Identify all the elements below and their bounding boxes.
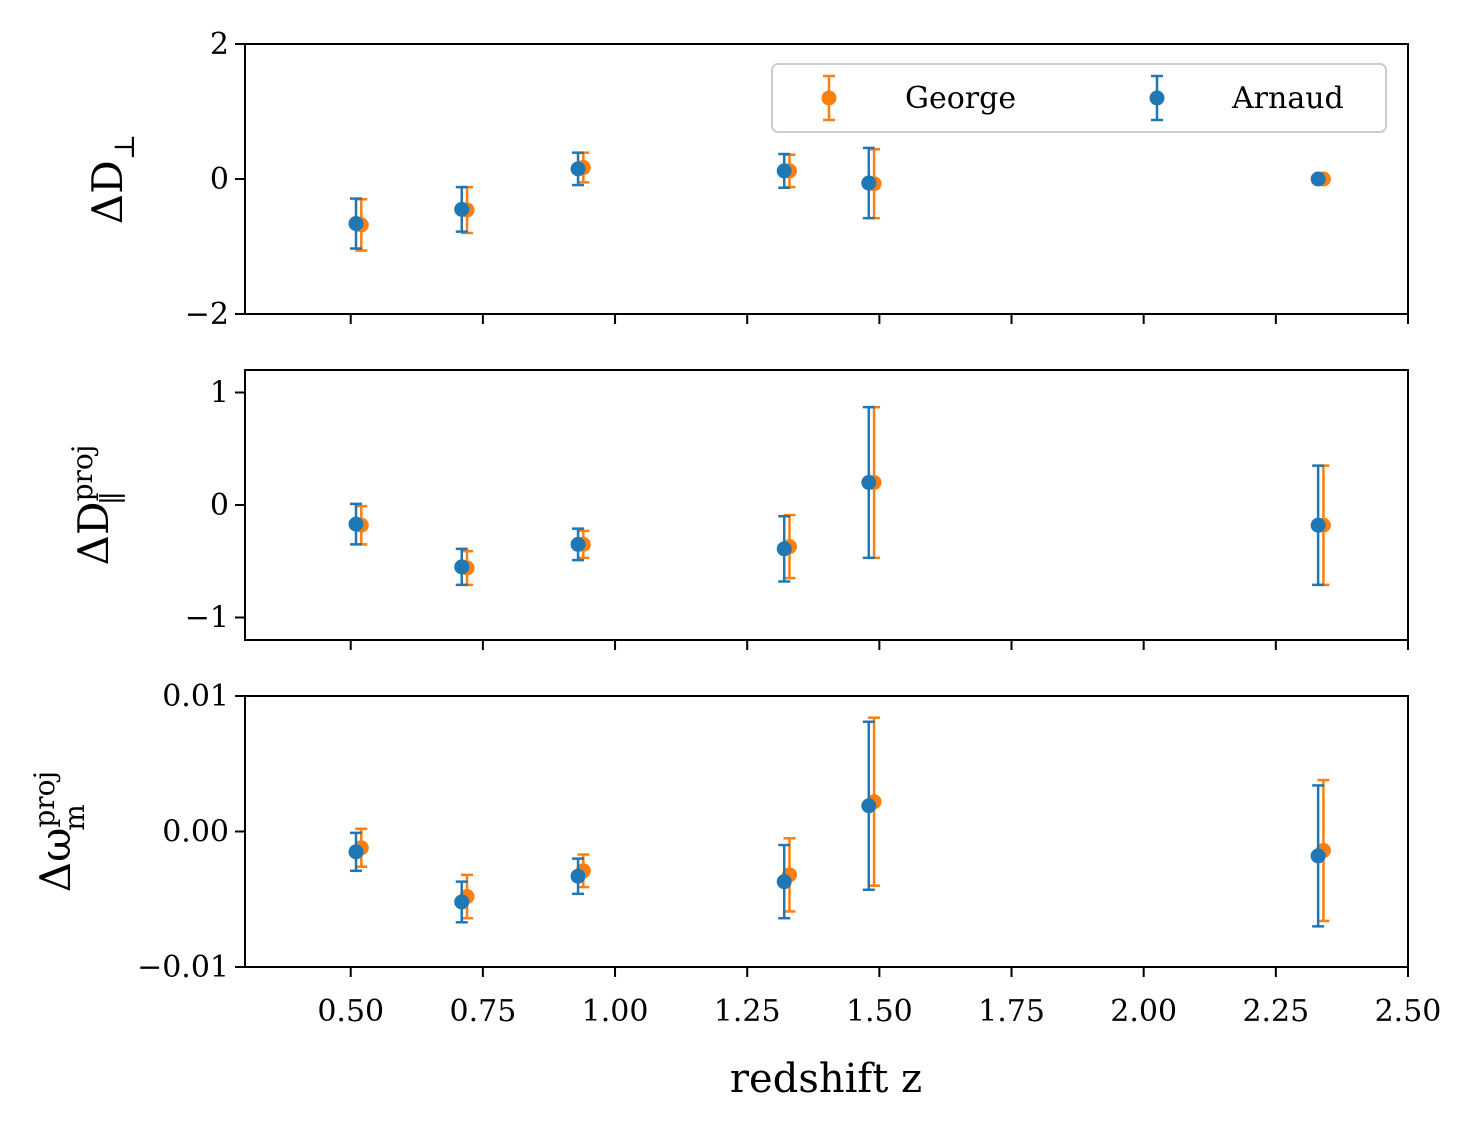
data-point [776, 541, 792, 557]
panel-dpar: −1 0 1 ΔDproj∥ [66, 369, 1409, 650]
x-tick-label: 0.75 [449, 994, 516, 1029]
panel-omega: −0.01 0.00 0.01 0.50 0.75 1.00 1.25 1.50 1.75 2.0… [28, 679, 1441, 1029]
x-tick-label: 1.75 [978, 994, 1045, 1029]
data-point [776, 163, 792, 179]
data-point [348, 516, 364, 532]
legend-marker-dot [1149, 90, 1165, 106]
x-axis-label: redshift z [730, 1056, 922, 1102]
data-point [1310, 171, 1326, 187]
panel-dperp: −2 0 2 ΔD⊥ George Arnaud [83, 27, 1409, 332]
y-tick-label: 2 [210, 27, 229, 62]
legend-label: George [905, 81, 1016, 116]
series-arnaud [348, 146, 1326, 250]
data-point [1310, 517, 1326, 533]
y-axis-label-sup: proj [66, 445, 99, 502]
legend-label: Arnaud [1231, 81, 1344, 116]
y-tick-label: 0.01 [162, 679, 229, 714]
data-point [348, 844, 364, 860]
x-tick-label: 1.25 [714, 994, 781, 1029]
data-point [861, 475, 877, 490]
y-axis-label-sub: ∥ [96, 492, 129, 505]
y-tick-label: 1 [210, 376, 229, 411]
x-tick-label: 2.00 [1110, 994, 1177, 1029]
x-tick-label: 0.50 [317, 994, 384, 1029]
y-tick-label: 0 [210, 488, 229, 523]
data-point [1310, 848, 1326, 864]
y-tick-label: −1 [185, 601, 229, 636]
data-point [348, 216, 364, 232]
y-axis-label-sub: m [58, 804, 91, 831]
y-tick-label: 0 [210, 162, 229, 197]
data-point [454, 894, 470, 910]
y-tick-label: 0.00 [162, 815, 229, 850]
data-point [861, 798, 877, 814]
y-axis-label-main: ΔD [83, 160, 132, 224]
x-tick-label: 2.50 [1375, 994, 1442, 1029]
y-tick-label: −0.01 [137, 950, 229, 985]
y-axis-label: ΔD⊥ [83, 134, 141, 224]
legend-marker-dot [821, 90, 837, 106]
y-axis-label: Δωprojm [28, 771, 91, 892]
y-axis-label-main: Δω [31, 828, 80, 893]
data-point [570, 536, 586, 552]
y-axis-label-sup: proj [28, 771, 61, 828]
x-tick-label: 1.00 [582, 994, 649, 1029]
y-axis-label: ΔDproj∥ [66, 445, 129, 566]
data-point [454, 201, 470, 217]
y-axis-label-sub: ⊥ [108, 134, 141, 160]
data-point [861, 175, 877, 191]
legend: George Arnaud [771, 63, 1387, 133]
data-point [454, 559, 470, 575]
legend-frame [771, 63, 1387, 133]
data-point [570, 868, 586, 884]
y-tick-label: −2 [185, 297, 229, 332]
data-point [776, 874, 792, 890]
data-point [570, 161, 586, 177]
y-axis-label-main: ΔD [69, 501, 118, 565]
x-tick-label: 1.50 [846, 994, 913, 1029]
x-tick-label: 2.25 [1242, 994, 1309, 1029]
series-arnaud [348, 405, 1326, 587]
series-arnaud [348, 720, 1326, 928]
